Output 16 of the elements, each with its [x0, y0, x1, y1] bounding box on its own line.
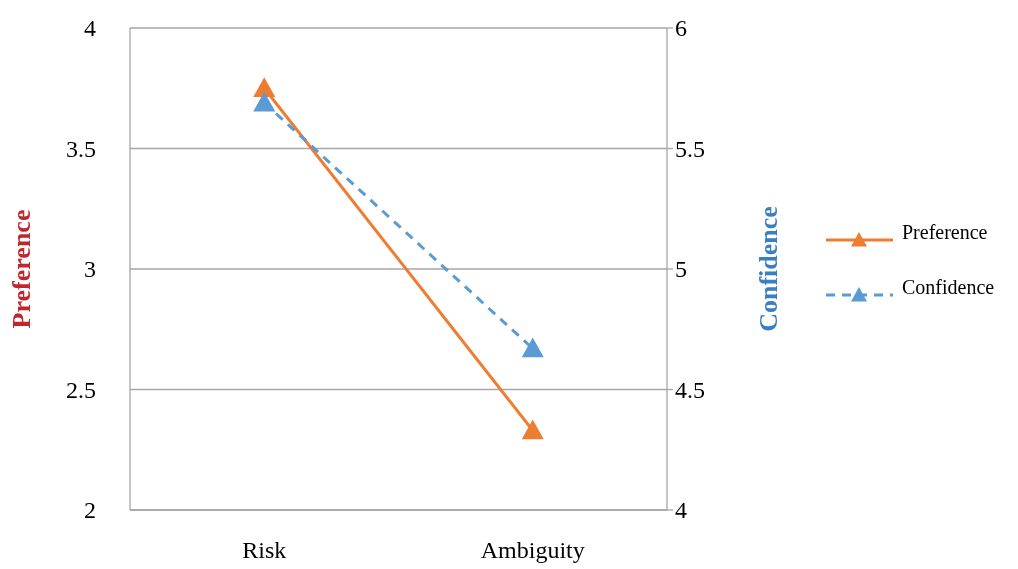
x-tick-label: Risk	[242, 537, 287, 563]
y2-tick-label: 4	[675, 497, 687, 524]
y-tick-label: 3	[84, 256, 96, 283]
y2-axis-title: Confidence	[754, 206, 783, 332]
y2-tick-label: 5.5	[675, 135, 705, 162]
y-tick-label: 2.5	[66, 376, 96, 403]
y-tick-label: 2	[84, 497, 96, 524]
y-axis-title: Preference	[7, 209, 36, 329]
y2-tick-label: 6	[675, 15, 687, 42]
legend-label: Confidence	[902, 276, 995, 298]
x-tick-label: Ambiguity	[480, 537, 585, 563]
y2-tick-label: 4.5	[675, 376, 705, 403]
y-tick-label: 4	[84, 15, 96, 42]
y-tick-label: 3.5	[66, 135, 96, 162]
y2-tick-label: 5	[675, 256, 687, 283]
legend-label: Preference	[902, 221, 988, 243]
